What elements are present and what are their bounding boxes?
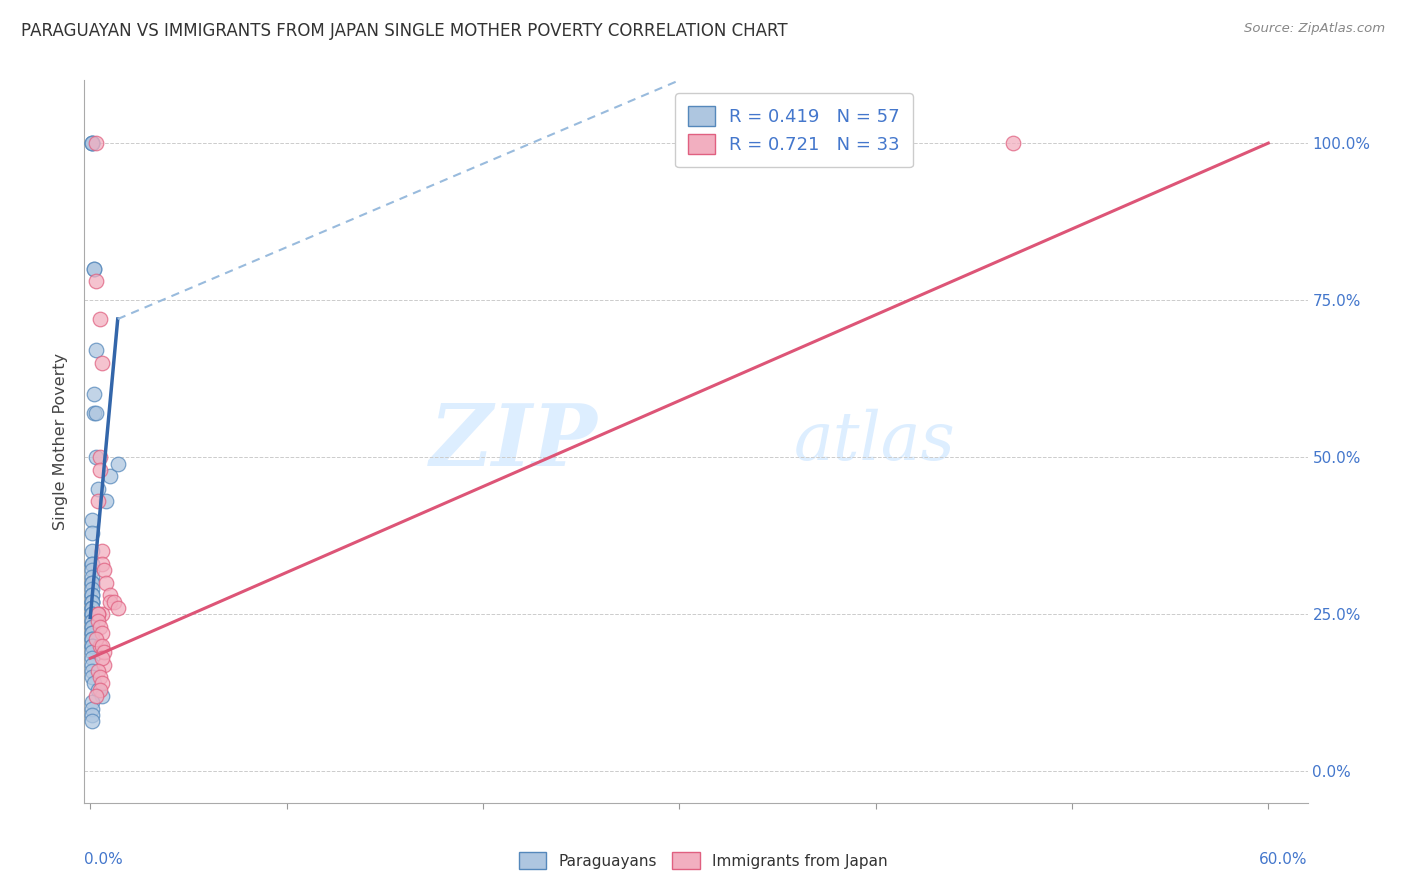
Point [89, 682, 111, 697]
Point [83, 261, 105, 276]
Point [1002, 136, 1025, 150]
Point [82, 607, 104, 622]
Point [91, 557, 114, 571]
Point [103, 595, 125, 609]
Point [82, 589, 104, 603]
Point [87, 614, 110, 628]
Point [87, 607, 110, 622]
Point [89, 670, 111, 684]
Point [89, 620, 111, 634]
Point [87, 682, 110, 697]
Point [82, 601, 104, 615]
Point [87, 482, 110, 496]
Point [91, 607, 114, 622]
Point [82, 695, 104, 709]
Point [107, 457, 129, 471]
Point [82, 575, 104, 590]
Point [89, 312, 111, 326]
Point [87, 664, 110, 678]
Point [89, 463, 111, 477]
Point [84, 136, 107, 150]
Point [82, 620, 104, 634]
Point [82, 557, 104, 571]
Point [82, 614, 104, 628]
Point [82, 639, 104, 653]
Point [87, 607, 110, 622]
Point [82, 626, 104, 640]
Point [82, 601, 104, 615]
Point [91, 689, 114, 703]
Point [98, 469, 121, 483]
Point [82, 136, 104, 150]
Legend: R = 0.419   N = 57, R = 0.721   N = 33: R = 0.419 N = 57, R = 0.721 N = 33 [675, 93, 912, 167]
Point [82, 670, 104, 684]
Point [107, 601, 129, 615]
Point [82, 657, 104, 672]
Point [84, 689, 107, 703]
Point [94, 575, 117, 590]
Point [91, 639, 114, 653]
Point [82, 607, 104, 622]
Point [84, 343, 107, 358]
Point [82, 589, 104, 603]
Point [98, 595, 121, 609]
Text: atlas: atlas [794, 409, 956, 475]
Point [82, 525, 104, 540]
Point [87, 494, 110, 508]
Point [82, 575, 104, 590]
Point [93, 645, 115, 659]
Text: ZIP: ZIP [430, 400, 598, 483]
Point [98, 589, 121, 603]
Point [93, 657, 115, 672]
Point [91, 676, 114, 690]
Text: 0.0%: 0.0% [84, 852, 124, 867]
Point [82, 595, 104, 609]
Point [84, 406, 107, 420]
Point [82, 544, 104, 558]
Point [94, 494, 117, 508]
Point [82, 557, 104, 571]
Point [82, 563, 104, 577]
Point [91, 626, 114, 640]
Point [82, 651, 104, 665]
Point [82, 569, 104, 583]
Point [82, 707, 104, 722]
Point [82, 601, 104, 615]
Point [82, 639, 104, 653]
Point [91, 356, 114, 370]
Point [91, 651, 114, 665]
Point [82, 632, 104, 647]
Point [82, 614, 104, 628]
Point [82, 595, 104, 609]
Point [82, 626, 104, 640]
Point [82, 664, 104, 678]
Point [89, 450, 111, 465]
Point [82, 714, 104, 728]
Point [82, 645, 104, 659]
Point [82, 136, 104, 150]
Text: 60.0%: 60.0% [1260, 852, 1308, 867]
Point [84, 274, 107, 288]
Point [84, 632, 107, 647]
Point [89, 639, 111, 653]
Point [82, 582, 104, 597]
Text: Source: ZipAtlas.com: Source: ZipAtlas.com [1244, 22, 1385, 36]
Point [82, 701, 104, 715]
Point [83, 406, 105, 420]
Point [93, 563, 115, 577]
Text: PARAGUAYAN VS IMMIGRANTS FROM JAPAN SINGLE MOTHER POVERTY CORRELATION CHART: PARAGUAYAN VS IMMIGRANTS FROM JAPAN SING… [21, 22, 787, 40]
Point [83, 261, 105, 276]
Point [82, 607, 104, 622]
Point [82, 620, 104, 634]
Y-axis label: Single Mother Poverty: Single Mother Poverty [53, 353, 69, 530]
Point [84, 450, 107, 465]
Point [82, 136, 104, 150]
Point [82, 595, 104, 609]
Point [82, 632, 104, 647]
Point [83, 676, 105, 690]
Point [83, 387, 105, 401]
Legend: Paraguayans, Immigrants from Japan: Paraguayans, Immigrants from Japan [512, 846, 894, 875]
Point [91, 544, 114, 558]
Point [82, 513, 104, 527]
